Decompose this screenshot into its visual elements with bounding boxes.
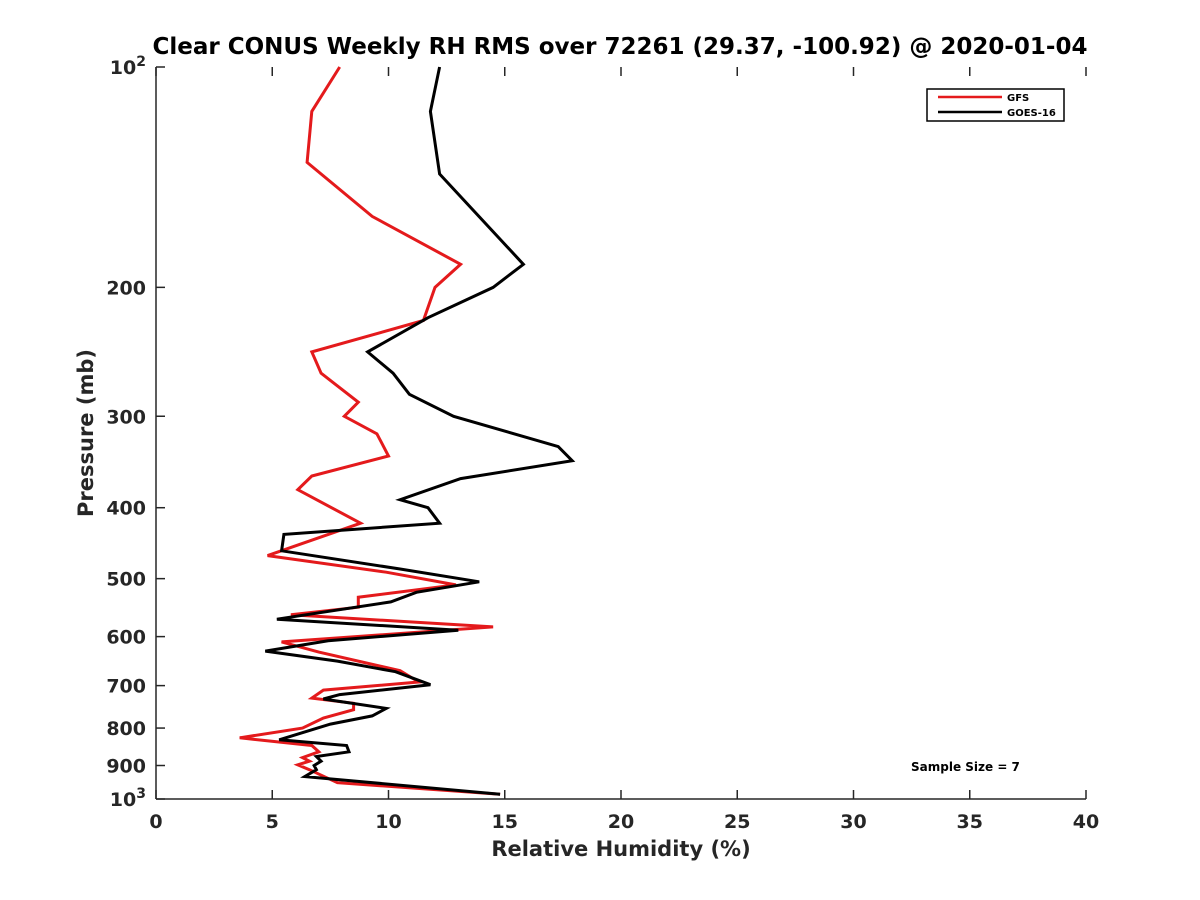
x-tick-label: 5 xyxy=(266,811,279,833)
y-tick-label: 400 xyxy=(106,498,146,520)
y-axis-label: Pressure (mb) xyxy=(74,349,98,517)
series-line-goes16 xyxy=(265,66,576,796)
x-tick-label: 15 xyxy=(492,811,518,833)
series-layer xyxy=(239,66,576,796)
y-tick-label: 300 xyxy=(106,406,146,428)
x-tick-label: 40 xyxy=(1073,811,1099,833)
legend-label-goes16: GOES-16 xyxy=(1007,108,1056,119)
y-tick-label: 700 xyxy=(106,676,146,698)
x-tick-label: 20 xyxy=(608,811,634,833)
y-tick-label: 500 xyxy=(106,569,146,591)
y-tick-label: 102 xyxy=(110,54,146,79)
legend: GFS GOES-16 xyxy=(926,88,1065,122)
x-axis: 0 5 10 15 20 25 30 35 40 xyxy=(149,67,1099,833)
y-tick-label: 800 xyxy=(106,718,146,740)
x-tick-label: 30 xyxy=(840,811,866,833)
x-tick-label: 35 xyxy=(957,811,983,833)
plot-area xyxy=(156,67,1086,799)
x-axis-label: Relative Humidity (%) xyxy=(491,837,750,861)
y-tick-label: 103 xyxy=(110,786,146,811)
sample-size-annotation: Sample Size = 7 xyxy=(911,760,1020,774)
legend-box xyxy=(926,88,1065,122)
y-tick-label: 600 xyxy=(106,627,146,649)
y-tick-label: 200 xyxy=(106,277,146,299)
y-axis: 102 200 300 400 500 600 700 800 900 103 xyxy=(106,54,165,811)
y-tick-label: 900 xyxy=(106,756,146,778)
chart-title: Clear CONUS Weekly RH RMS over 72261 (29… xyxy=(153,34,1088,60)
x-tick-label: 10 xyxy=(375,811,401,833)
legend-label-gfs: GFS xyxy=(1007,93,1029,104)
x-tick-label: 0 xyxy=(149,811,162,833)
x-tick-label: 25 xyxy=(724,811,750,833)
